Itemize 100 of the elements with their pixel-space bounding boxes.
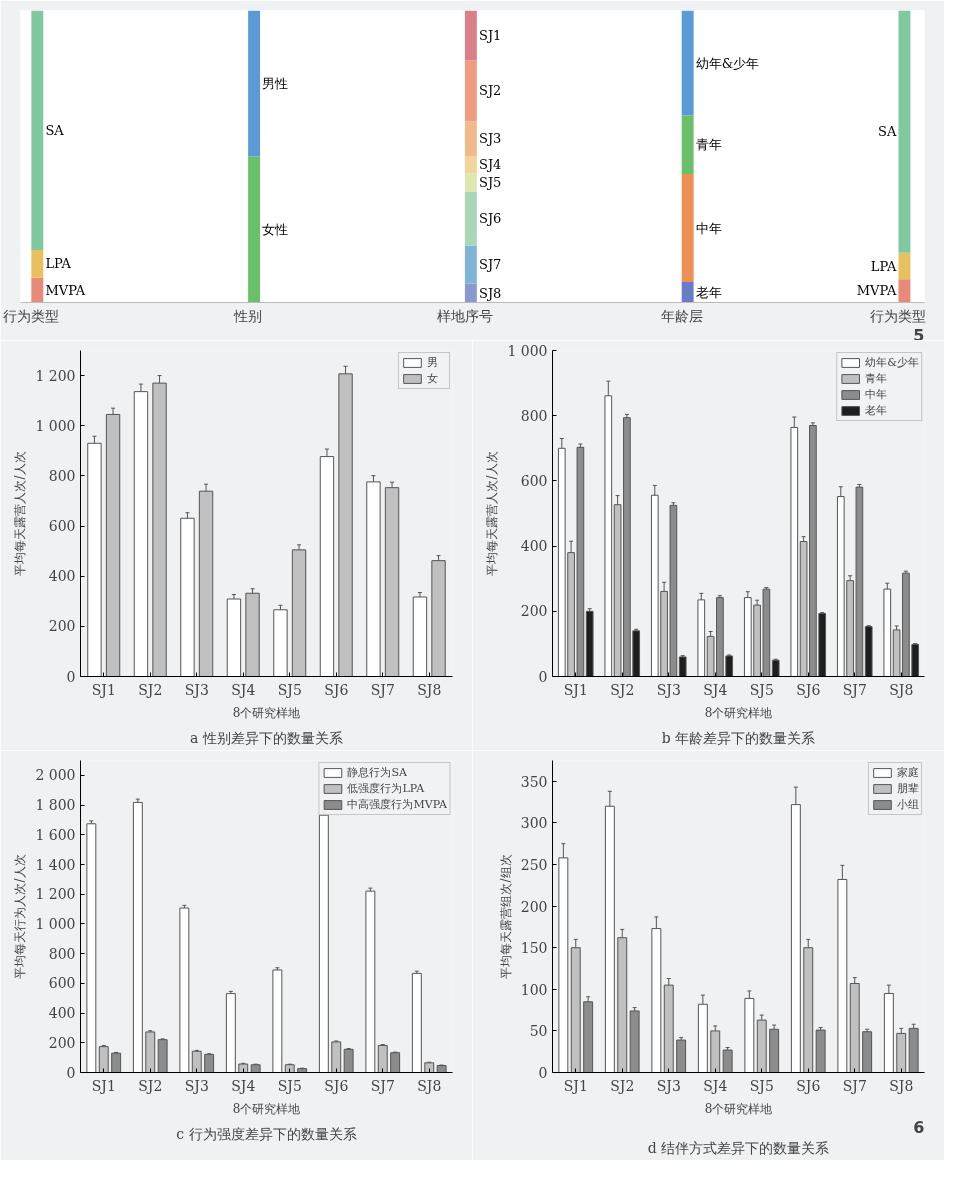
x-tick-label: SJ8: [417, 681, 442, 698]
x-tick-label: 年龄层: [660, 307, 703, 324]
x-tick-label: SJ2: [138, 1077, 163, 1094]
x-tick-label: SJ2: [610, 1077, 635, 1094]
legend-label: 青年: [865, 371, 888, 386]
legend-label: 中年: [865, 387, 888, 402]
y-tick-label: 200: [48, 1034, 76, 1051]
text: d 结伴方式差异下的数量关系: [647, 1139, 830, 1156]
y-tick-label: 600: [48, 975, 76, 992]
x-tick-label: SJ7: [370, 1077, 395, 1094]
y-axis-title: 平均每天露营组次/组次: [498, 854, 513, 979]
series-label: 幼年&少年: [695, 55, 760, 71]
legend-label: 幼年&少年: [865, 355, 919, 370]
x-tick-label: SJ3: [184, 681, 209, 698]
legend-label: 男: [427, 355, 439, 370]
legend-label: 家庭: [897, 765, 919, 780]
y-tick-label: 200: [48, 618, 76, 635]
y-tick-label: 1 200: [35, 367, 76, 384]
series-label: MVPA: [856, 283, 897, 299]
series-label: 男性: [262, 76, 289, 91]
x-tick-label: SJ3: [184, 1077, 209, 1094]
y-tick-label: 0: [66, 668, 76, 685]
y-tick-label: 0: [66, 1064, 76, 1081]
text: SA: [45, 122, 64, 138]
series-label: SJ6: [479, 211, 502, 227]
y-tick-label: 1 000: [507, 342, 548, 359]
y-tick-label: 100: [520, 981, 548, 998]
y-axis-title: 平均每天行为人次/人次: [13, 854, 28, 979]
text: c 行为强度差异下的数量关系: [176, 1125, 357, 1142]
x-tick-label: SJ1: [563, 1077, 588, 1094]
y-tick-label: 800: [520, 407, 548, 424]
y-tick-label: 50: [529, 1023, 548, 1040]
text: 5: [913, 325, 925, 345]
x-axis-title: 8个研究样地: [232, 1101, 301, 1116]
legend-label: 老年: [865, 403, 888, 418]
y-tick-label: 800: [48, 945, 76, 962]
x-tick-label: SJ8: [889, 681, 914, 698]
series-label: 女性: [262, 222, 289, 237]
series-label: SJ8: [479, 285, 502, 301]
x-tick-label: SJ7: [842, 681, 867, 698]
y-tick-label: 400: [48, 568, 76, 585]
x-axis-title: 8个研究样地: [704, 705, 773, 720]
x-tick-label: SJ5: [749, 681, 774, 698]
y-tick-label: 300: [520, 815, 548, 832]
series-label: SJ5: [479, 174, 502, 190]
y-tick-label: 1 600: [35, 826, 76, 843]
series-label: 青年: [695, 137, 722, 153]
text: LPA: [45, 256, 72, 272]
x-tick-label: SJ6: [796, 1077, 821, 1094]
text: MVPA: [45, 282, 86, 298]
text: b 年龄差异下的数量关系: [661, 729, 816, 746]
x-axis-title: 8个研究样地: [704, 1101, 773, 1116]
y-tick-label: 1 800: [35, 797, 76, 814]
legend-label: 女: [427, 371, 439, 386]
x-tick-label: SJ7: [842, 1077, 867, 1094]
series-label: SJ7: [479, 257, 502, 273]
x-tick-label: SJ4: [703, 681, 728, 698]
x-tick-label: SJ6: [324, 1077, 349, 1094]
x-tick-label: 样地序号: [436, 307, 493, 324]
x-axis-title: 8个研究样地: [232, 705, 301, 720]
series-label: SJ3: [479, 131, 502, 147]
x-tick-label: SJ8: [417, 1077, 442, 1094]
x-tick-label: SJ2: [610, 681, 635, 698]
y-tick-label: 400: [520, 538, 548, 555]
y-axis-title: 平均每天露营人次/人次: [485, 451, 500, 576]
x-tick-label: SJ7: [370, 681, 395, 698]
series-label: SA: [878, 124, 897, 140]
x-tick-label: SJ2: [138, 681, 163, 698]
x-tick-label: SJ5: [277, 681, 302, 698]
legend-label: 小组: [897, 797, 919, 812]
series-label: 中年: [695, 220, 722, 236]
x-tick-label: SJ1: [563, 681, 588, 698]
x-tick-label: SJ4: [231, 1077, 256, 1094]
legend-label: 低强度行为LPA: [347, 781, 425, 796]
x-tick-label: SJ4: [703, 1077, 728, 1094]
x-tick-label: SJ3: [656, 1077, 681, 1094]
legend-label: 朋辈: [897, 781, 919, 796]
x-tick-label: 行为类型: [3, 307, 60, 324]
y-tick-label: 2 000: [35, 767, 76, 784]
x-tick-label: SJ5: [749, 1077, 774, 1094]
y-tick-label: 200: [520, 603, 548, 620]
y-axis-title: 平均每天露营人次/人次: [13, 451, 28, 576]
x-tick-label: SJ5: [277, 1077, 302, 1094]
y-tick-label: 0: [538, 1065, 548, 1081]
x-tick-label: SJ1: [91, 681, 116, 698]
y-tick-label: 250: [520, 857, 548, 873]
series-label: SJ2: [479, 83, 502, 99]
x-tick-label: SJ6: [324, 681, 349, 698]
y-tick-label: 600: [48, 518, 76, 535]
y-tick-label: 800: [48, 467, 76, 484]
series-label: 老年: [695, 284, 722, 300]
y-tick-label: 200: [520, 898, 548, 915]
text: a 性别差异下的数量关系: [190, 729, 343, 746]
y-tick-label: 150: [520, 940, 548, 957]
y-tick-label: 1 200: [35, 886, 76, 903]
text: 6: [913, 1117, 925, 1137]
legend-label: 中高强度行为MVPA: [347, 797, 447, 812]
x-tick-label: SJ4: [231, 681, 256, 698]
series-label: LPA: [870, 258, 897, 274]
x-tick-label: SJ6: [796, 681, 821, 698]
